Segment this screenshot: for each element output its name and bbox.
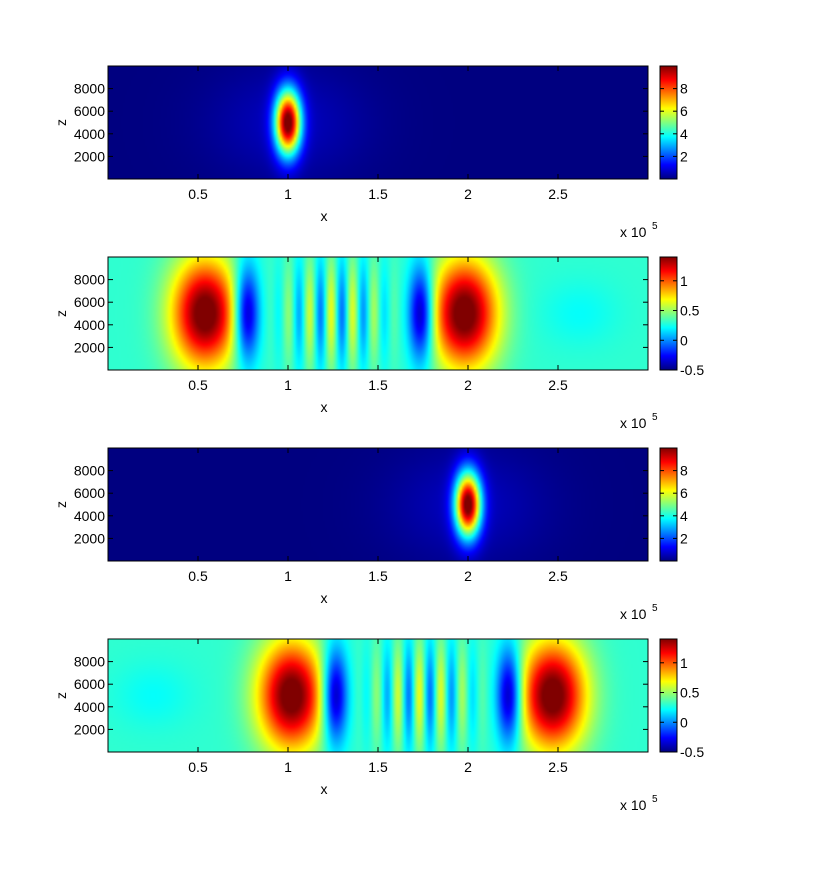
heatmap-field: [108, 257, 648, 370]
colorbar-tick-label: 1: [680, 273, 688, 289]
colorbar-tick-label: 0.5: [680, 303, 700, 319]
colorbar-tick-label: 0: [680, 332, 688, 348]
colorbar-tick-label: 1: [680, 655, 688, 671]
x-tick-label: 1.5: [368, 568, 388, 584]
y-tick-label: 6000: [74, 103, 105, 119]
y-tick-label: 2000: [74, 148, 105, 164]
colorbar: [659, 65, 678, 180]
x-tick-label: 1.5: [368, 186, 388, 202]
x-axis-label: x: [321, 208, 328, 224]
colorbar: [659, 256, 678, 371]
subplot-4: 0.5 1 1.5 2 2.5 2000 4000 6000 8000 x z x 10 5 -0.5 0 0…: [53, 638, 704, 813]
x-tick-label: 0.5: [188, 186, 208, 202]
x-tick-label: 1: [284, 377, 292, 393]
y-tick-label: 8000: [74, 272, 105, 288]
colorbar-tick-label: -0.5: [680, 744, 704, 760]
x-exponent-label: x 10: [620, 224, 647, 240]
x-tick-label: 2.5: [548, 759, 568, 775]
x-tick-label: 0.5: [188, 377, 208, 393]
x-tick-label: 2.5: [548, 568, 568, 584]
subplot-2: 0.5 1 1.5 2 2.5 2000 4000 6000 8000 x z x 10 5 -0.5 0 0…: [53, 256, 704, 431]
subplot-3: 0.5 1 1.5 2 2.5 2000 4000 6000 8000 x z x 10 5 2 4 6 8: [53, 447, 688, 622]
y-tick-label: 4000: [74, 317, 105, 333]
x-exponent-power: 5: [652, 221, 658, 232]
x-tick-label: 2: [464, 759, 472, 775]
y-axis-label: z: [53, 692, 69, 699]
heatmap-field: [108, 66, 648, 179]
y-tick-label: 8000: [74, 81, 105, 97]
x-exponent-label: x 10: [620, 797, 647, 813]
colorbar-tick-label: 4: [680, 508, 688, 524]
y-tick-label: 4000: [74, 699, 105, 715]
x-tick-label: 0.5: [188, 759, 208, 775]
y-axis-label: z: [53, 119, 69, 126]
x-tick-label: 2: [464, 377, 472, 393]
x-exponent-label: x 10: [620, 415, 647, 431]
x-tick-label: 1: [284, 568, 292, 584]
x-axis-label: x: [321, 399, 328, 415]
y-tick-label: 4000: [74, 126, 105, 142]
y-tick-label: 8000: [74, 654, 105, 670]
y-tick-label: 6000: [74, 294, 105, 310]
subplot-1: 0.5 1 1.5 2 2.5 2000 4000 6000 8000 x z x 10 5 2 4 6 8: [53, 65, 688, 240]
x-exponent-power: 5: [652, 794, 658, 805]
colorbar-tick-label: 6: [680, 103, 688, 119]
x-exponent-power: 5: [652, 412, 658, 423]
x-exponent-power: 5: [652, 603, 658, 614]
x-tick-label: 2: [464, 186, 472, 202]
x-tick-label: 1: [284, 186, 292, 202]
x-tick-label: 2.5: [548, 186, 568, 202]
colorbar-tick-label: 4: [680, 126, 688, 142]
x-axis-label: x: [321, 590, 328, 606]
y-tick-label: 2000: [74, 721, 105, 737]
x-tick-label: 2.5: [548, 377, 568, 393]
x-tick-label: 2: [464, 568, 472, 584]
x-tick-label: 0.5: [188, 568, 208, 584]
heatmap-field: [108, 448, 648, 561]
x-exponent-label: x 10: [620, 606, 647, 622]
colorbar-tick-label: 2: [680, 148, 688, 164]
heatmap-field: [108, 639, 648, 752]
y-tick-label: 4000: [74, 508, 105, 524]
colorbar-tick-label: -0.5: [680, 362, 704, 378]
y-axis-label: z: [53, 501, 69, 508]
y-tick-label: 8000: [74, 463, 105, 479]
colorbar-tick-label: 2: [680, 530, 688, 546]
y-tick-label: 6000: [74, 676, 105, 692]
y-tick-label: 2000: [74, 339, 105, 355]
colorbar-tick-label: 8: [680, 463, 688, 479]
x-tick-label: 1.5: [368, 377, 388, 393]
colorbar-tick-label: 6: [680, 485, 688, 501]
y-tick-label: 6000: [74, 485, 105, 501]
x-axis-label: x: [321, 781, 328, 797]
colorbar-tick-label: 0.5: [680, 685, 700, 701]
y-tick-label: 2000: [74, 530, 105, 546]
x-tick-label: 1.5: [368, 759, 388, 775]
colorbar-tick-label: 8: [680, 81, 688, 97]
x-tick-label: 1: [284, 759, 292, 775]
colorbar-tick-label: 0: [680, 714, 688, 730]
colorbar: [659, 447, 678, 562]
colorbar: [659, 638, 678, 753]
y-axis-label: z: [53, 310, 69, 317]
